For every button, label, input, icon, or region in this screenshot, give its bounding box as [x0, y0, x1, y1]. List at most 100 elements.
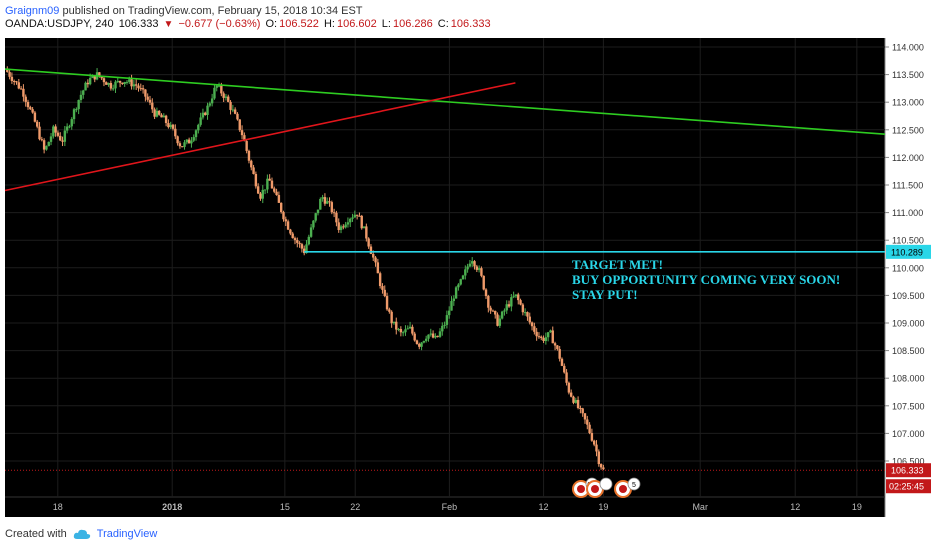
event-badge-2-count: 5 [632, 482, 636, 489]
candle-body [553, 343, 557, 346]
candle-body [335, 212, 338, 223]
candle-body [556, 345, 559, 350]
y-tick-label: 111.000 [892, 208, 923, 218]
candle-body [441, 325, 444, 332]
high-label: H: [323, 18, 335, 30]
candle-body [316, 209, 320, 214]
y-tick-label: 108.000 [892, 374, 925, 384]
candle-body [29, 107, 32, 110]
candle-body [293, 238, 297, 241]
candle-body [510, 297, 513, 307]
candle-body [123, 82, 126, 84]
y-tick-label: 110.000 [892, 263, 924, 273]
candle-body [134, 84, 138, 86]
price-axis-background [885, 38, 932, 517]
candle-body [259, 193, 262, 199]
candle-body [563, 365, 566, 373]
y-tick-label: 112.000 [892, 153, 924, 163]
candle-body [339, 226, 343, 231]
candle-body [270, 180, 274, 189]
candle-body [190, 140, 193, 144]
x-tick-label: 15 [280, 502, 290, 512]
candle-body [351, 217, 354, 219]
candle-body [546, 332, 550, 338]
candle-body [450, 301, 453, 311]
candle-body [128, 79, 131, 82]
candle-body [397, 328, 400, 330]
candle-body [36, 121, 39, 127]
candle-body [309, 227, 313, 237]
candle-body [521, 304, 525, 313]
red-trendline[interactable] [4, 82, 516, 192]
candle-body [355, 214, 359, 216]
y-tick-label: 110.500 [892, 236, 924, 246]
candle-body [321, 197, 324, 199]
candle-body [420, 342, 423, 347]
candle-body [528, 316, 531, 323]
symbol-label: OANDA:USDJPY, 240 [5, 18, 114, 30]
candle-body [383, 289, 386, 297]
candle-body [560, 358, 564, 366]
candle-body [151, 102, 154, 110]
candle-body [358, 215, 361, 217]
low-label: L: [381, 18, 391, 30]
candle-body [323, 197, 327, 204]
candle-body [52, 126, 55, 137]
candle-body [558, 349, 561, 359]
candle-body [236, 113, 239, 120]
candle-body [54, 126, 57, 133]
candle-body [250, 160, 253, 168]
green-trendline[interactable] [4, 68, 886, 136]
candle-body [346, 222, 350, 225]
candle-body [63, 130, 67, 142]
candle-body [254, 173, 258, 187]
event-badge-2-dot [619, 485, 627, 493]
candle-body [6, 69, 9, 73]
candle-body [185, 139, 189, 143]
candle-body [496, 314, 499, 326]
x-tick-label: Mar [692, 502, 708, 512]
candle-body [523, 312, 527, 314]
candle-body [408, 326, 412, 329]
x-tick-label: 22 [350, 502, 360, 512]
candle-body [84, 82, 87, 91]
candle-body [243, 135, 246, 142]
low-value: 106.286 [392, 18, 433, 30]
x-tick-label: 12 [539, 502, 549, 512]
y-tick-label: 108.500 [892, 346, 925, 356]
candle-body [353, 214, 357, 218]
candle-body [171, 124, 175, 129]
last-price-tag [886, 463, 931, 478]
candle-body [475, 266, 479, 270]
candle-body [332, 212, 336, 214]
x-tick-label: 2018 [162, 502, 182, 512]
candle-body [197, 124, 200, 131]
candle-body [551, 330, 554, 344]
candle-body [13, 80, 16, 82]
candle-body [296, 240, 299, 243]
candle-body [459, 279, 462, 285]
candle-body [192, 137, 195, 141]
close-value: 106.333 [450, 18, 491, 30]
candle-body [146, 96, 149, 100]
price-chart[interactable]: 114.000 113.500 113.000 112.500 112.000 111.5… [0, 35, 932, 519]
candle-body [187, 139, 191, 144]
candle-body [160, 114, 163, 118]
candle-body [342, 226, 345, 228]
candle-body [526, 312, 529, 317]
candle-body [40, 139, 44, 141]
candle-body [204, 112, 207, 115]
candle-body [365, 226, 368, 239]
candle-body [328, 201, 331, 203]
candle-body [542, 337, 545, 341]
candle-body [360, 215, 363, 229]
candle-body [599, 464, 603, 468]
candle-body [86, 82, 90, 85]
y-tick-label: 113.500 [892, 70, 924, 80]
tradingview-brand-link[interactable]: TradingView [96, 528, 158, 540]
candle-body [201, 112, 205, 118]
candle-body [178, 143, 182, 147]
author-link[interactable]: Graignm09 [5, 5, 60, 17]
horizontal-line-price-tag [886, 244, 931, 259]
candle-body [144, 89, 147, 97]
